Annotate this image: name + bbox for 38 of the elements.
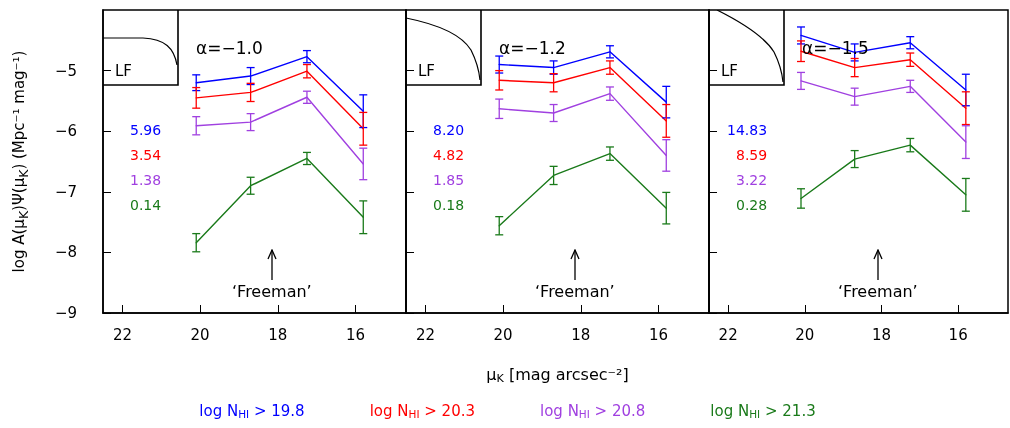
annotation: 3.22 [736,172,768,188]
annotation: 1.85 [433,172,465,188]
y-tick-label: −5 [54,61,77,80]
x-tick-label: 16 [345,325,366,344]
annotation: 1.38 [130,172,162,188]
annotation: ‘Freeman’ [838,282,918,301]
x-tick-label: 22 [415,325,435,344]
annotation: 8.59 [736,147,768,163]
x-tick-label: 18 [871,325,892,344]
annotation: ‘Freeman’ [232,282,312,301]
annotation: 0.14 [130,197,162,213]
annotation: 14.83 [727,122,768,138]
x-tick-label: 16 [948,325,968,344]
y-tick-label: −6 [54,122,77,141]
text: α=−1.2 [499,37,566,58]
x-tick-label: 16 [648,325,669,344]
y-tick-label: −9 [54,304,77,322]
y-tick-label: −8 [54,243,77,262]
x-tick-label: 18 [571,325,591,344]
annotation: 8.20 [433,122,465,138]
annotation: 0.18 [433,197,465,213]
y-tick-label: −7 [54,182,77,201]
annotation: 5.96 [130,122,162,138]
x-tick-label: 20 [190,325,210,344]
annotation: LF [115,62,132,80]
x-tick-label: 22 [112,325,132,344]
x-tick-label: 20 [795,325,815,344]
x-tick-label: 20 [493,325,513,344]
annotation: LF [418,62,435,80]
text: α=−1.0 [196,37,263,58]
x-tick-label: 18 [268,325,288,344]
x-tick-label: 22 [718,325,738,344]
annotation: 4.82 [433,147,465,163]
line-series [195,55,364,112]
annotation: ‘Freeman’ [535,282,615,301]
annotation: LF [721,62,738,80]
annotation: 3.54 [130,147,162,163]
annotation: 0.28 [736,197,768,213]
